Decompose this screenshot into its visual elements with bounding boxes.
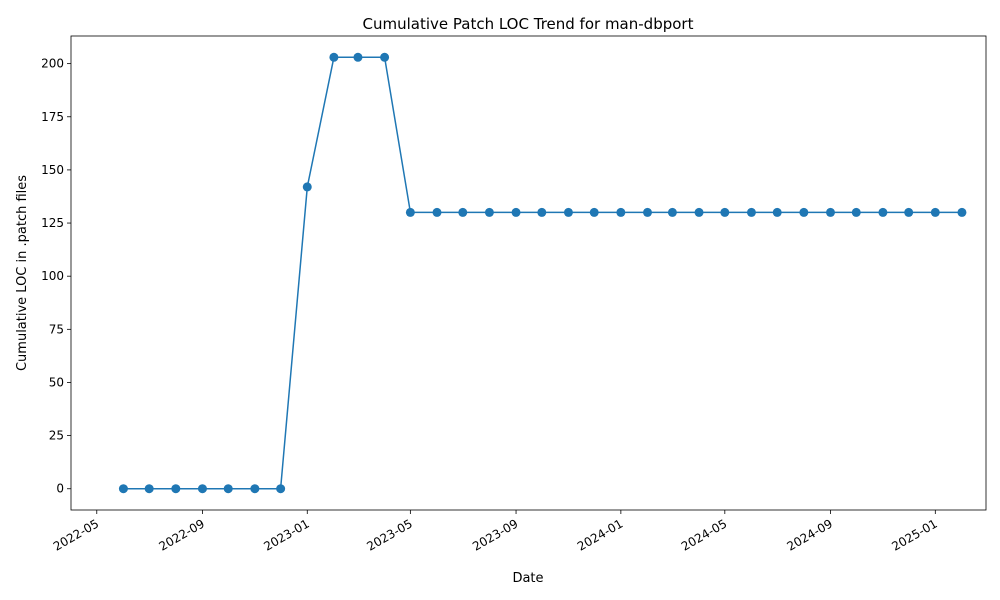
data-point (563, 207, 573, 217)
data-point (825, 207, 835, 217)
chart-title: Cumulative Patch LOC Trend for man-dbpor… (363, 15, 694, 33)
data-point (904, 207, 914, 217)
x-tick-label: 2022-09 (157, 516, 207, 553)
data-point (616, 207, 626, 217)
data-point (851, 207, 861, 217)
x-tick-label: 2024-05 (679, 516, 729, 553)
plot-frame (70, 35, 987, 511)
data-point (276, 484, 286, 494)
x-axis-title: Date (512, 571, 543, 586)
data-point (511, 207, 521, 217)
data-point (302, 182, 312, 192)
x-tick-label: 2023-05 (364, 516, 414, 553)
x-tick-label: 2022-05 (51, 516, 101, 553)
data-point (197, 484, 207, 494)
x-tick-label: 2023-09 (470, 516, 520, 553)
data-point (589, 207, 599, 217)
y-tick-label: 75 (49, 322, 64, 336)
data-point (171, 484, 181, 494)
series-points (118, 52, 967, 494)
x-axis-ticks: 2022-05 2022-09 2023-01 2023-05 2023-09 2024-… (51, 510, 940, 554)
data-point (694, 207, 704, 217)
data-point (405, 207, 415, 217)
data-point (799, 207, 809, 217)
data-point (642, 207, 652, 217)
y-tick-label: 25 (49, 429, 64, 443)
data-point (537, 207, 547, 217)
y-axis-ticks: 0 25 50 75 100 125 150 175 200 (41, 57, 71, 496)
data-point (458, 207, 468, 217)
data-point (746, 207, 756, 217)
data-point (878, 207, 888, 217)
data-point (144, 484, 154, 494)
y-tick-label: 200 (41, 57, 64, 71)
x-tick-label: 2025-01 (889, 516, 939, 553)
y-tick-label: 175 (41, 110, 64, 124)
y-axis-title: Cumulative LOC in .patch files (15, 175, 30, 371)
data-point (484, 207, 494, 217)
data-point (329, 52, 339, 62)
y-tick-label: 50 (49, 375, 64, 389)
data-point (720, 207, 730, 217)
data-point (223, 484, 233, 494)
data-point (930, 207, 940, 217)
data-point (380, 52, 390, 62)
y-tick-label: 150 (41, 163, 64, 177)
series-line (123, 56, 962, 490)
data-point (250, 484, 260, 494)
y-tick-label: 0 (56, 482, 64, 496)
data-point (353, 52, 363, 62)
y-tick-label: 125 (41, 216, 64, 230)
data-point (772, 207, 782, 217)
x-tick-label: 2023-01 (261, 516, 311, 553)
data-point (118, 484, 128, 494)
x-tick-label: 2024-01 (575, 516, 625, 553)
data-point (432, 207, 442, 217)
data-point (667, 207, 677, 217)
y-tick-label: 100 (41, 269, 64, 283)
x-tick-label: 2024-09 (785, 516, 835, 553)
data-point (957, 207, 967, 217)
